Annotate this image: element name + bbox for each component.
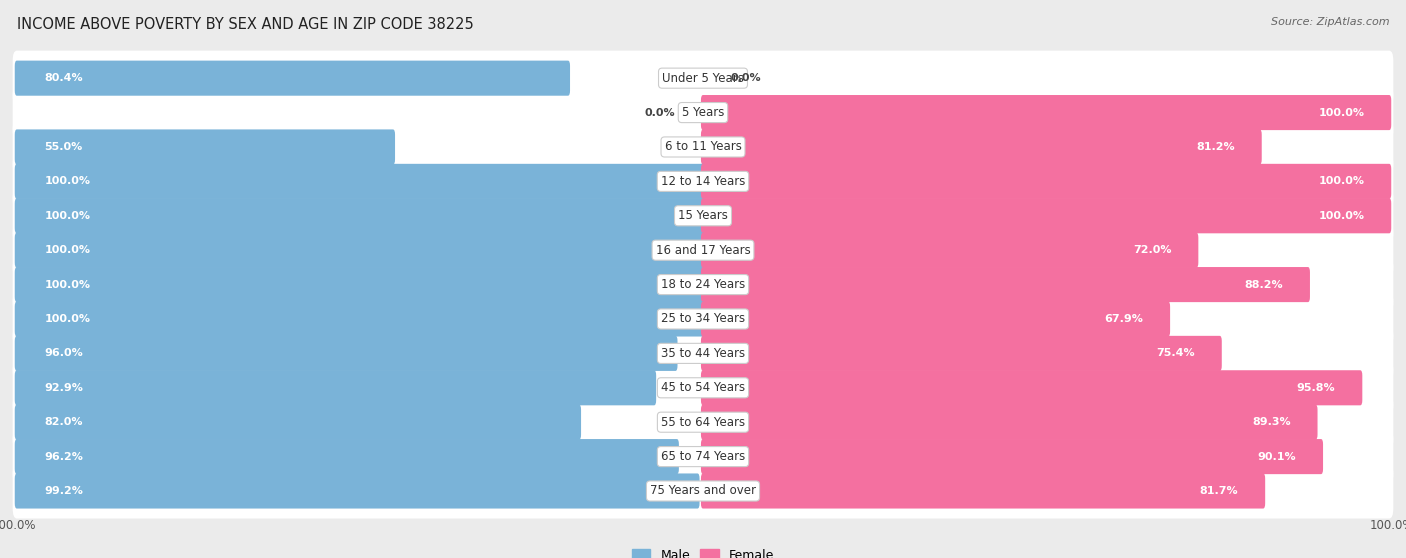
FancyBboxPatch shape <box>13 291 1393 347</box>
Text: 25 to 34 Years: 25 to 34 Years <box>661 312 745 325</box>
FancyBboxPatch shape <box>702 129 1261 165</box>
FancyBboxPatch shape <box>14 267 704 302</box>
Text: 75.4%: 75.4% <box>1156 348 1195 358</box>
FancyBboxPatch shape <box>13 395 1393 450</box>
FancyBboxPatch shape <box>702 233 1198 268</box>
Legend: Male, Female: Male, Female <box>631 549 775 558</box>
FancyBboxPatch shape <box>13 223 1393 278</box>
Text: 35 to 44 Years: 35 to 44 Years <box>661 347 745 360</box>
FancyBboxPatch shape <box>14 164 704 199</box>
Text: 95.8%: 95.8% <box>1296 383 1336 393</box>
FancyBboxPatch shape <box>702 336 1222 371</box>
FancyBboxPatch shape <box>702 164 1392 199</box>
Text: 96.0%: 96.0% <box>45 348 83 358</box>
Text: 100.0%: 100.0% <box>1319 211 1364 221</box>
Text: 67.9%: 67.9% <box>1104 314 1143 324</box>
FancyBboxPatch shape <box>13 119 1393 175</box>
FancyBboxPatch shape <box>14 129 395 165</box>
Text: 5 Years: 5 Years <box>682 106 724 119</box>
Text: 89.3%: 89.3% <box>1251 417 1291 427</box>
FancyBboxPatch shape <box>14 198 704 233</box>
Text: 100.0%: 100.0% <box>45 176 90 186</box>
Text: 100.0%: 100.0% <box>45 245 90 255</box>
FancyBboxPatch shape <box>702 267 1310 302</box>
Text: 45 to 54 Years: 45 to 54 Years <box>661 381 745 395</box>
FancyBboxPatch shape <box>702 439 1323 474</box>
FancyBboxPatch shape <box>702 301 1170 336</box>
Text: 0.0%: 0.0% <box>645 108 675 118</box>
Text: 0.0%: 0.0% <box>731 73 761 83</box>
Text: 81.7%: 81.7% <box>1199 486 1239 496</box>
FancyBboxPatch shape <box>13 429 1393 484</box>
FancyBboxPatch shape <box>13 360 1393 415</box>
Text: 65 to 74 Years: 65 to 74 Years <box>661 450 745 463</box>
FancyBboxPatch shape <box>14 61 569 96</box>
FancyBboxPatch shape <box>702 405 1317 440</box>
Text: 18 to 24 Years: 18 to 24 Years <box>661 278 745 291</box>
FancyBboxPatch shape <box>13 51 1393 105</box>
Text: Source: ZipAtlas.com: Source: ZipAtlas.com <box>1271 17 1389 27</box>
Text: 88.2%: 88.2% <box>1244 280 1284 290</box>
FancyBboxPatch shape <box>702 473 1265 508</box>
Text: 6 to 11 Years: 6 to 11 Years <box>665 141 741 153</box>
Text: 81.2%: 81.2% <box>1197 142 1234 152</box>
Text: 100.0%: 100.0% <box>1319 108 1364 118</box>
Text: 75 Years and over: 75 Years and over <box>650 484 756 498</box>
FancyBboxPatch shape <box>14 233 704 268</box>
Text: 99.2%: 99.2% <box>45 486 83 496</box>
Text: Under 5 Years: Under 5 Years <box>662 71 744 85</box>
Text: 80.4%: 80.4% <box>45 73 83 83</box>
FancyBboxPatch shape <box>13 326 1393 381</box>
FancyBboxPatch shape <box>702 198 1392 233</box>
Text: 100.0%: 100.0% <box>45 280 90 290</box>
FancyBboxPatch shape <box>13 257 1393 312</box>
Text: 72.0%: 72.0% <box>1133 245 1171 255</box>
Text: 15 Years: 15 Years <box>678 209 728 222</box>
Text: 12 to 14 Years: 12 to 14 Years <box>661 175 745 188</box>
FancyBboxPatch shape <box>13 154 1393 209</box>
FancyBboxPatch shape <box>13 188 1393 243</box>
FancyBboxPatch shape <box>14 473 700 508</box>
Text: 90.1%: 90.1% <box>1257 451 1296 461</box>
FancyBboxPatch shape <box>13 464 1393 518</box>
Text: 96.2%: 96.2% <box>45 451 83 461</box>
FancyBboxPatch shape <box>702 95 1392 130</box>
Text: 55 to 64 Years: 55 to 64 Years <box>661 416 745 429</box>
Text: INCOME ABOVE POVERTY BY SEX AND AGE IN ZIP CODE 38225: INCOME ABOVE POVERTY BY SEX AND AGE IN Z… <box>17 17 474 32</box>
FancyBboxPatch shape <box>14 301 704 336</box>
FancyBboxPatch shape <box>14 371 657 405</box>
FancyBboxPatch shape <box>14 405 581 440</box>
Text: 100.0%: 100.0% <box>1319 176 1364 186</box>
Text: 92.9%: 92.9% <box>45 383 83 393</box>
Text: 16 and 17 Years: 16 and 17 Years <box>655 244 751 257</box>
FancyBboxPatch shape <box>13 85 1393 140</box>
Text: 100.0%: 100.0% <box>45 314 90 324</box>
Text: 55.0%: 55.0% <box>45 142 83 152</box>
FancyBboxPatch shape <box>702 371 1362 405</box>
Text: 82.0%: 82.0% <box>45 417 83 427</box>
FancyBboxPatch shape <box>14 336 678 371</box>
FancyBboxPatch shape <box>14 439 679 474</box>
Text: 100.0%: 100.0% <box>45 211 90 221</box>
